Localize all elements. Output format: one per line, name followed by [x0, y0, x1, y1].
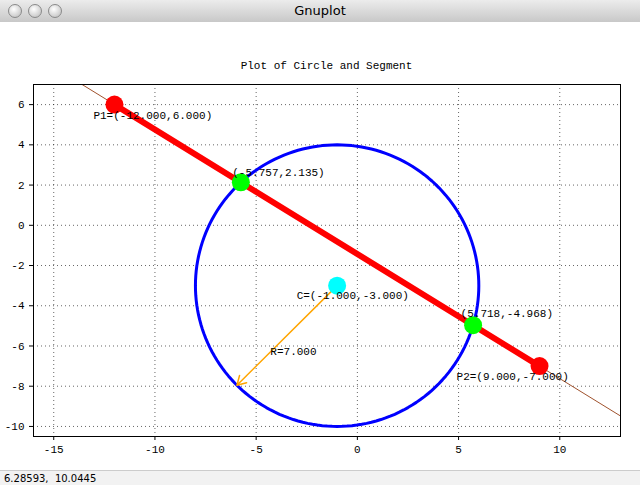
svg-text:-10: -10: [5, 421, 25, 433]
svg-text:(5.718,-4.968): (5.718,-4.968): [461, 308, 553, 320]
svg-text:P1=(-12.000,6.000): P1=(-12.000,6.000): [93, 110, 212, 122]
html-text:Gnuplot: Gnuplot: [294, 3, 346, 18]
svg-text:-10: -10: [145, 444, 165, 456]
svg-text:-2: -2: [11, 260, 24, 272]
html-text:Plot of Circle and Segment: Plot of Circle and Segment: [240, 60, 413, 72]
svg-text:-4: -4: [11, 300, 25, 312]
svg-text:-8: -8: [11, 381, 24, 393]
svg-text:4: 4: [18, 139, 25, 151]
svg-text:0: 0: [18, 220, 25, 232]
svg-text:10: 10: [553, 444, 566, 456]
svg-text:-15: -15: [44, 444, 64, 456]
svg-text:-5: -5: [250, 444, 263, 456]
svg-text:2: 2: [18, 180, 25, 192]
html-text:6.28593, 10.0445: 6.28593, 10.0445: [4, 473, 97, 484]
svg-text:R=7.000: R=7.000: [270, 346, 316, 358]
svg-text:P2=(9.000,-7.000): P2=(9.000,-7.000): [457, 371, 569, 383]
svg-text:C=(-1.000,-3.000): C=(-1.000,-3.000): [297, 290, 409, 302]
svg-text:(-5.757,2.135): (-5.757,2.135): [232, 167, 324, 179]
svg-text:0: 0: [354, 444, 361, 456]
svg-text:5: 5: [455, 444, 462, 456]
svg-text:6: 6: [18, 99, 25, 111]
svg-text:-6: -6: [11, 341, 24, 353]
